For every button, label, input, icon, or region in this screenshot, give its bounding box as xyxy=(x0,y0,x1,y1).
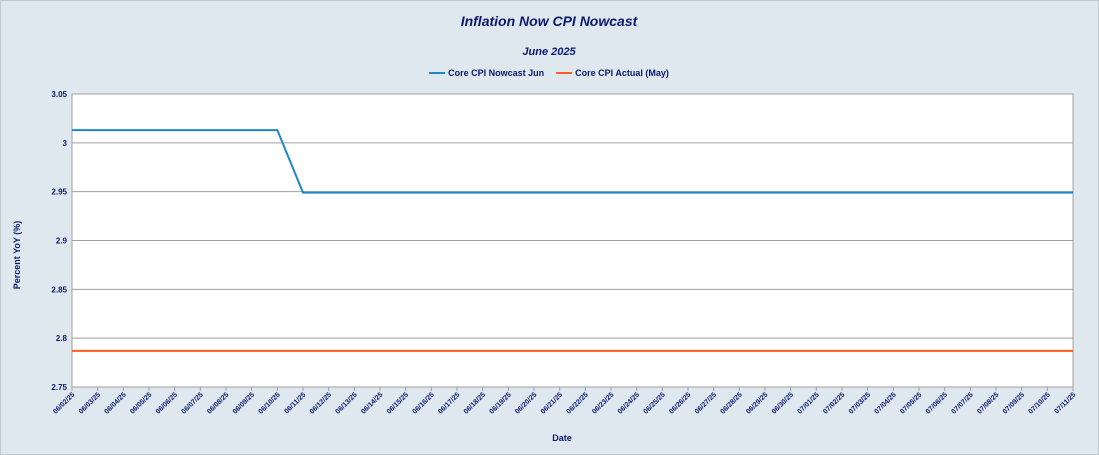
y-tick-label: 3.05 xyxy=(51,90,67,99)
y-tick-label: 2.95 xyxy=(51,188,67,197)
x-axis-label: Date xyxy=(552,433,572,443)
y-tick-label: 2.85 xyxy=(51,285,67,294)
chart-title: Inflation Now CPI Nowcast xyxy=(461,13,639,29)
line-series xyxy=(72,129,1073,194)
legend-label: Core CPI Nowcast Jun xyxy=(448,68,544,78)
legend-label: Core CPI Actual (May) xyxy=(575,68,669,78)
y-tick-label: 2.75 xyxy=(51,383,67,392)
y-tick-label: 2.9 xyxy=(56,237,68,246)
chart-subtitle: June 2025 xyxy=(522,46,576,58)
y-axis-label: Percent YoY (%) xyxy=(12,221,22,290)
y-tick-label: 3 xyxy=(63,139,68,148)
y-tick-label: 2.8 xyxy=(56,334,68,343)
